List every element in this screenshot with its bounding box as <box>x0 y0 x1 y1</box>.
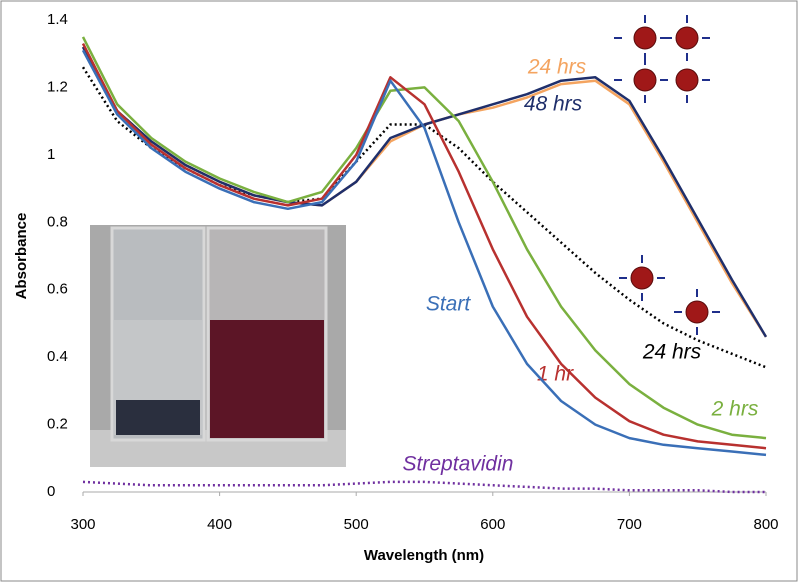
series-line <box>81 36 767 440</box>
y-tick-label: 0.4 <box>47 348 68 365</box>
series-label: 24 hrs <box>642 341 702 364</box>
y-tick-label: 1.2 <box>47 78 68 95</box>
x-tick-label: 700 <box>617 516 642 533</box>
y-tick-label: 1.4 <box>47 11 68 28</box>
x-tick-label: 300 <box>70 516 95 533</box>
series-line <box>81 43 767 450</box>
x-tick-label: 400 <box>207 516 232 533</box>
series-label: 24 hrs <box>527 56 587 79</box>
x-tick-label: 800 <box>753 516 778 533</box>
x-tick-label: 500 <box>344 516 369 533</box>
photo-inset <box>90 225 346 467</box>
nanoparticle-icons <box>614 15 720 335</box>
series-line <box>82 480 766 494</box>
series-label: Streptavidin <box>403 453 514 476</box>
series-label: 1 hr <box>537 363 574 386</box>
series-label: 2 hrs <box>711 398 759 421</box>
series-line <box>81 49 767 457</box>
x-axis-title: Wavelength (nm) <box>364 547 484 564</box>
x-tick-label: 600 <box>480 516 505 533</box>
y-tick-label: 0.6 <box>47 281 68 298</box>
series-label: 48 hrs <box>524 93 583 116</box>
y-tick-label: 0 <box>47 483 55 500</box>
series-line <box>81 46 768 338</box>
y-tick-label: 0.2 <box>47 416 68 433</box>
y-axis-title: Absorbance <box>13 213 30 300</box>
y-tick-label: 1 <box>47 146 55 163</box>
series-label: Start <box>426 293 472 316</box>
y-tick-label: 0.8 <box>47 213 68 230</box>
